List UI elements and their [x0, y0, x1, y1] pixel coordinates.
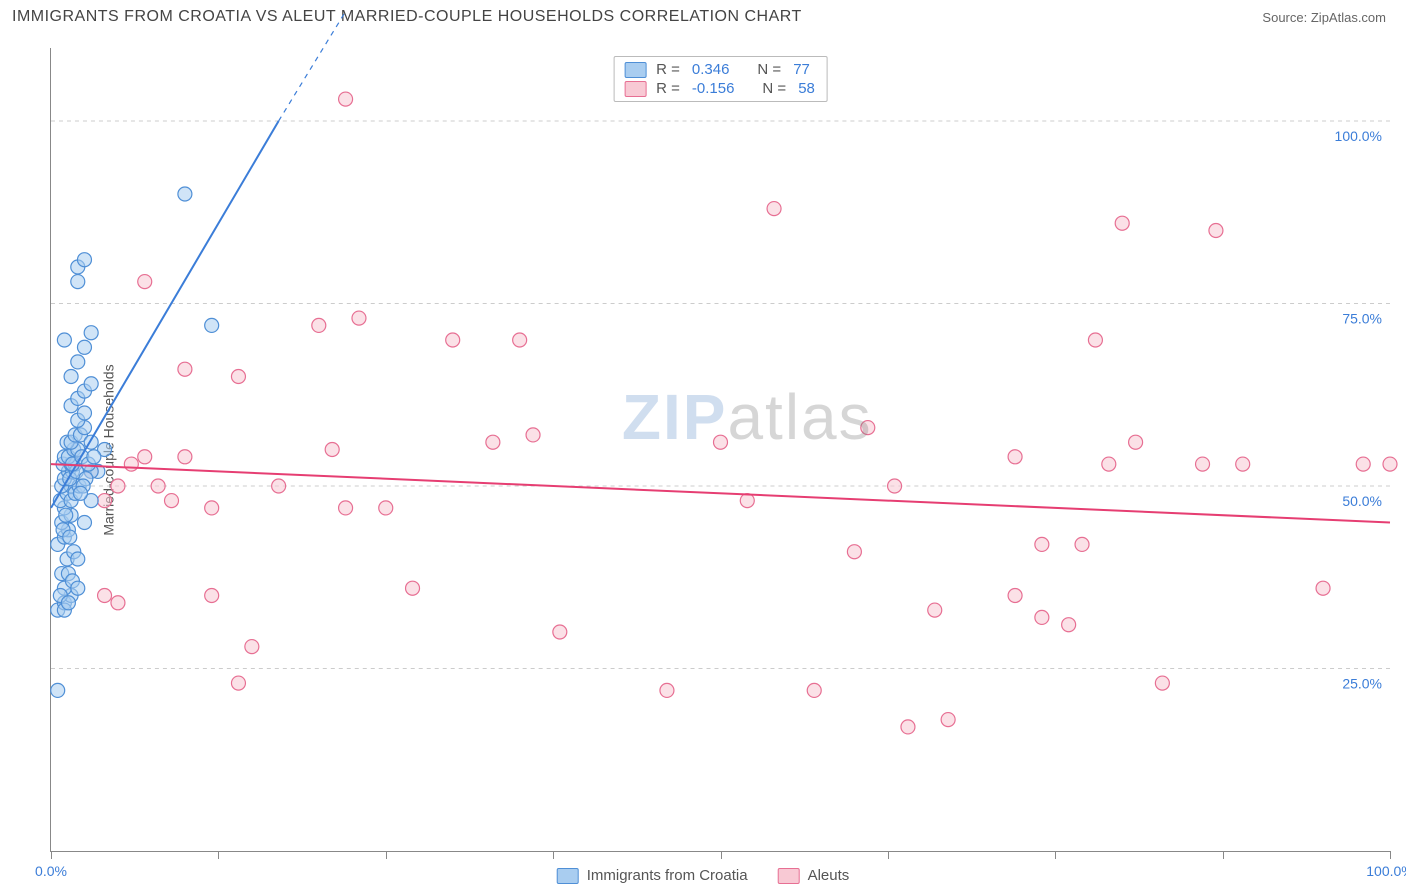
chart-plot-area: Married-couple Households 25.0%50.0%75.0… [50, 48, 1390, 852]
stats-legend-row: R = 0.346 N = 77 [624, 61, 817, 78]
svg-text:100.0%: 100.0% [1335, 128, 1382, 144]
legend-swatch-blue [624, 62, 646, 78]
svg-text:50.0%: 50.0% [1342, 493, 1382, 509]
chart-header: IMMIGRANTS FROM CROATIA VS ALEUT MARRIED… [0, 0, 1406, 34]
legend-swatch-blue [557, 868, 579, 884]
source-credit: Source: ZipAtlas.com [1262, 10, 1386, 25]
svg-text:75.0%: 75.0% [1342, 311, 1382, 327]
bottom-legend-item: Immigrants from Croatia [557, 867, 748, 884]
bottom-legend: Immigrants from Croatia Aleuts [557, 867, 850, 884]
stats-legend: R = 0.346 N = 77 R = -0.156 N = 58 [613, 56, 828, 102]
bottom-legend-item: Aleuts [778, 867, 850, 884]
stats-legend-row: R = -0.156 N = 58 [624, 80, 817, 97]
chart-svg: 25.0% 50.0% 75.0% 100.0% [51, 48, 1390, 851]
x-tick-label: 0.0% [35, 863, 67, 879]
svg-text:25.0%: 25.0% [1342, 676, 1382, 692]
legend-swatch-pink [778, 868, 800, 884]
chart-title: IMMIGRANTS FROM CROATIA VS ALEUT MARRIED… [12, 8, 802, 26]
legend-swatch-pink [624, 81, 646, 97]
x-tick-label: 100.0% [1366, 863, 1406, 879]
